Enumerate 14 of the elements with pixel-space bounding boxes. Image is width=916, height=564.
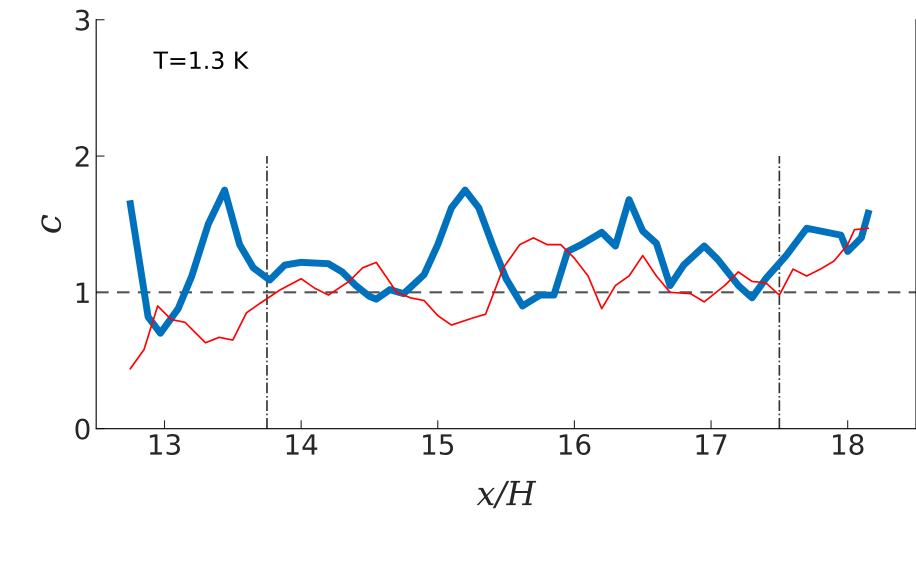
x-axis-title: x/H	[476, 480, 536, 508]
line-series	[130, 227, 870, 370]
x-tick-label: 17	[696, 434, 726, 455]
y-tick-label: 1	[76, 282, 89, 303]
x-tick-label: 13	[150, 434, 180, 456]
annotation: T=1.3 K	[153, 51, 249, 70]
x-tick-label: 14	[286, 434, 318, 455]
x-tick-label: 18	[833, 434, 864, 456]
x-tick-label: 16	[560, 434, 590, 456]
y-tick-label: 0	[75, 418, 90, 440]
y-tick-label: 3	[76, 10, 90, 31]
x-tick-label: 15	[423, 434, 454, 456]
y-tick-label: 2	[76, 146, 89, 167]
y-axis-title: c	[41, 214, 62, 233]
